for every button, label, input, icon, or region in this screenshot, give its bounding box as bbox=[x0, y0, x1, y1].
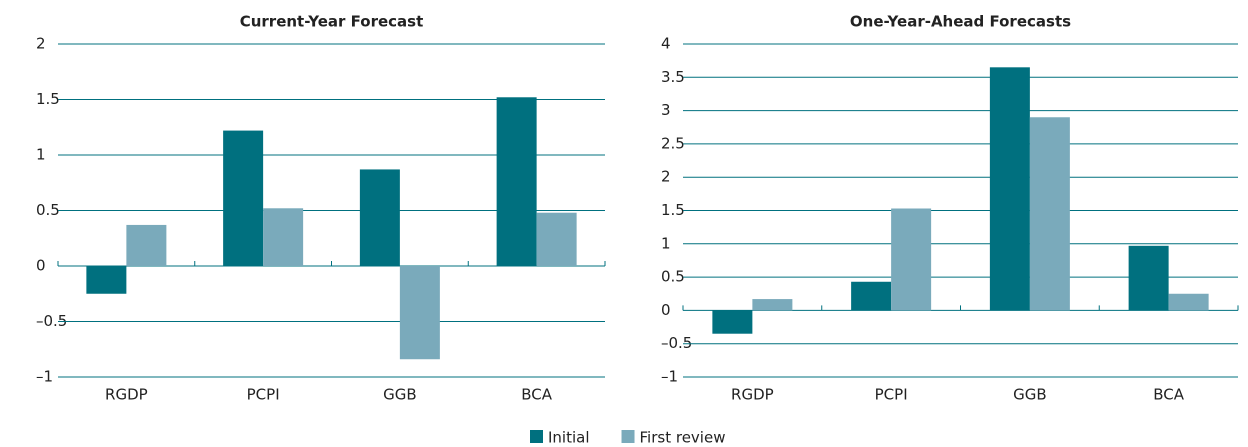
bar bbox=[86, 266, 127, 294]
x-tick-label: GGB bbox=[383, 386, 417, 404]
x-tick-label: PCPI bbox=[247, 386, 280, 404]
bar bbox=[989, 67, 1030, 311]
legend-label: Initial bbox=[548, 429, 590, 447]
y-tick-label: –1 bbox=[661, 368, 678, 386]
y-tick-label: 3.5 bbox=[661, 68, 685, 86]
y-tick-label: 0.5 bbox=[36, 201, 60, 219]
x-tick-label: RGDP bbox=[105, 386, 148, 404]
bar bbox=[752, 299, 793, 311]
bar bbox=[399, 266, 440, 360]
bar bbox=[891, 208, 932, 311]
y-tick-label: 2.5 bbox=[661, 134, 685, 152]
y-tick-label: 3 bbox=[661, 101, 671, 119]
bar bbox=[223, 130, 264, 266]
bar bbox=[851, 281, 892, 311]
legend-swatch bbox=[530, 430, 543, 443]
chart-title: One-Year-Ahead Forecasts bbox=[850, 13, 1071, 31]
y-tick-label: 4 bbox=[661, 35, 671, 53]
bar bbox=[126, 224, 167, 266]
legend-swatch bbox=[621, 430, 635, 443]
y-tick-label: 1.5 bbox=[36, 90, 60, 108]
x-tick-label: BCA bbox=[1153, 386, 1185, 404]
x-tick-label: BCA bbox=[521, 386, 553, 404]
y-tick-label: 2 bbox=[36, 35, 46, 53]
y-tick-label: 1.5 bbox=[661, 201, 685, 219]
bar bbox=[263, 208, 304, 266]
bar bbox=[536, 212, 577, 266]
y-tick-label: 0 bbox=[661, 301, 671, 319]
y-tick-label: –1 bbox=[36, 368, 53, 386]
y-tick-label: 2 bbox=[661, 168, 671, 186]
y-tick-label: 0 bbox=[36, 257, 46, 275]
x-tick-label: GGB bbox=[1013, 386, 1047, 404]
y-tick-label: 1 bbox=[661, 234, 671, 252]
bar bbox=[1128, 245, 1169, 311]
bar bbox=[1029, 117, 1070, 311]
y-tick-label: –0.5 bbox=[661, 334, 692, 352]
bar bbox=[1168, 293, 1209, 311]
y-tick-label: –0.5 bbox=[36, 312, 67, 330]
x-tick-label: PCPI bbox=[875, 386, 908, 404]
y-tick-label: 0.5 bbox=[661, 268, 685, 286]
bar bbox=[359, 169, 400, 266]
x-tick-label: RGDP bbox=[731, 386, 774, 404]
legend-label: First review bbox=[640, 429, 726, 447]
bar bbox=[496, 97, 537, 266]
chart-title: Current-Year Forecast bbox=[240, 13, 424, 31]
bar bbox=[712, 310, 753, 334]
y-tick-label: 1 bbox=[36, 146, 46, 164]
